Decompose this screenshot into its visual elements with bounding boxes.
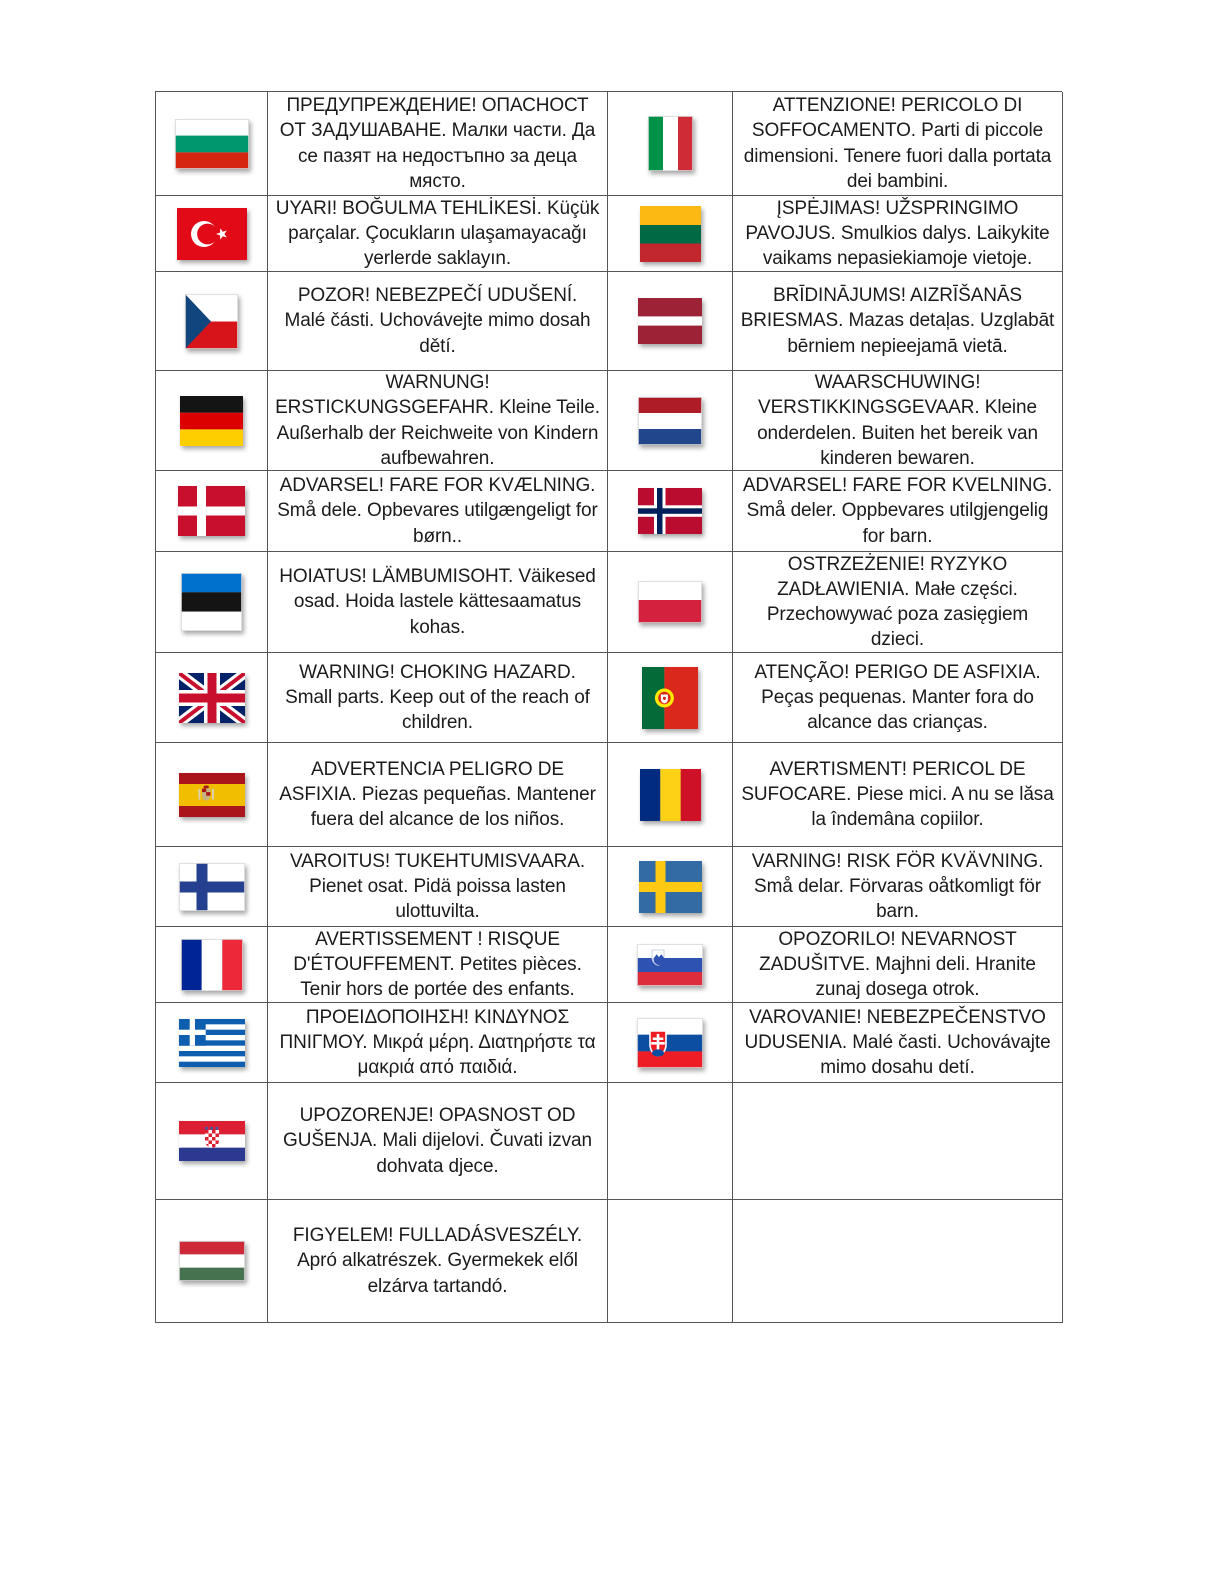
flag-cell-spanish [156, 743, 268, 847]
flag-cell-bulgarian [156, 92, 268, 196]
flag-cell-italian [608, 92, 733, 196]
flag-cell-hungarian [156, 1200, 268, 1323]
flag-cell-slovak [608, 1003, 733, 1083]
warning-text-lithuanian: ĮSPĖJIMAS! UŽSPRINGIMO PAVOJUS. Smulkios… [733, 196, 1063, 272]
flag-bulgaria-icon [174, 118, 249, 169]
warning-text-dutch: WAARSCHUWING! VERSTIKKINGSGEVAAR. Kleine… [733, 371, 1063, 471]
flag-cell-polish [608, 552, 733, 653]
flag-sweden-icon [638, 860, 702, 913]
warning-text-italian: ATTENZIONE! PERICOLO DI SOFFOCAMENTO. Pa… [733, 92, 1063, 196]
flag-cell-danish [156, 471, 268, 552]
flag-norway-icon [638, 488, 702, 534]
warning-text-latvian: BRĪDINĀJUMS! AIZRĪŠANĀS BRIESMAS. Mazas … [733, 272, 1063, 371]
warning-text-slovak: VAROVANIE! NEBEZPEČENSTVO UDUSENIA. Malé… [733, 1003, 1063, 1083]
warning-text-turkish: UYARI! BOĞULMA TEHLİKESİ. Küçük parçalar… [268, 196, 608, 272]
flag-latvia-icon [638, 298, 702, 344]
warning-text-norwegian: ADVARSEL! FARE FOR KVELNING. Små deler. … [733, 471, 1063, 552]
flag-czechia-icon [185, 293, 238, 349]
flag-denmark-icon [178, 486, 245, 536]
warning-text-spanish: ADVERTENCIA PELIGRO DE ASFIXIA. Piezas p… [268, 743, 608, 847]
flag-cell-czech [156, 272, 268, 371]
flag-cell-turkish [156, 196, 268, 272]
flag-cell-english [156, 653, 268, 743]
flag-poland-icon [638, 581, 702, 623]
flag-estonia-icon [181, 573, 242, 631]
flag-lithuania-icon [639, 205, 701, 262]
warning-text-romanian: AVERTISMENT! PERICOL DE SUFOCARE. Piese … [733, 743, 1063, 847]
flag-romania-icon [639, 768, 701, 821]
flag-cell-swedish [608, 847, 733, 927]
warning-text-slovenian: OPOZORILO! NEVARNOST ZADUŠITVE. Majhni d… [733, 927, 1063, 1003]
empty-cell [733, 1083, 1063, 1200]
warning-text-french: AVERTISSEMENT ! RISQUE D'ÉTOUFFEMENT. Pe… [268, 927, 608, 1003]
flag-slovenia-icon [637, 943, 703, 986]
flag-turkey-icon [176, 207, 247, 260]
warning-text-swedish: VARNING! RISK FÖR KVÄVNING. Små delar. F… [733, 847, 1063, 927]
warnings-table: ПРЕДУПРЕЖДЕНИЕ! ОПАСНОСТ ОТ ЗАДУШАВАНЕ. … [155, 91, 1063, 1323]
warning-text-german: WARNUNG! ERSTICKUNGSGEFAHR. Kleine Teile… [268, 371, 608, 471]
warning-text-finnish: VAROITUS! TUKEHTUMISVAARA. Pienet osat. … [268, 847, 608, 927]
warning-text-estonian: HOIATUS! LÄMBUMISOHT. Väikesed osad. Hoi… [268, 552, 608, 653]
warning-text-english: WARNING! CHOKING HAZARD. Small parts. Ke… [268, 653, 608, 743]
empty-cell [733, 1200, 1063, 1323]
flag-cell-lithuanian [608, 196, 733, 272]
flag-cell-german [156, 371, 268, 471]
flag-slovakia-icon [637, 1017, 703, 1068]
warning-text-bulgarian: ПРЕДУПРЕЖДЕНИЕ! ОПАСНОСТ ОТ ЗАДУШАВАНЕ. … [268, 92, 608, 196]
flag-cell-slovenian [608, 927, 733, 1003]
warning-text-greek: ΠΡΟΕΙΔΟΠΟΙΗΣΗ! ΚΙΝΔΥΝΟΣ ΠΝΙΓΜΟΥ. Μικρά μ… [268, 1003, 608, 1083]
flag-cell-portuguese [608, 653, 733, 743]
warning-text-portuguese: ATENÇÃO! PERIGO DE ASFIXIA. Peças pequen… [733, 653, 1063, 743]
flag-cell-french [156, 927, 268, 1003]
warning-text-polish: OSTRZEŻENIE! RYZYKO ZADŁAWIENIA. Małe cz… [733, 552, 1063, 653]
flag-spain-icon [178, 772, 245, 817]
flag-portugal-icon [642, 666, 698, 729]
flag-hungary-icon [178, 1241, 245, 1281]
warning-text-croatian: UPOZORENJE! OPASNOST OD GUŠENJA. Mali di… [268, 1083, 608, 1200]
flag-cell-latvian [608, 272, 733, 371]
flag-cell-norwegian [608, 471, 733, 552]
flag-cell-dutch [608, 371, 733, 471]
warning-text-czech: POZOR! NEBEZPEČÍ UDUŠENÍ. Malé části. Uc… [268, 272, 608, 371]
flag-cell-croatian [156, 1083, 268, 1200]
flag-germany-icon [180, 395, 243, 446]
warning-text-hungarian: FIGYELEM! FULLADÁSVESZÉLY. Apró alkatrés… [268, 1200, 608, 1323]
flag-cell-romanian [608, 743, 733, 847]
flag-cell-estonian [156, 552, 268, 653]
flag-france-icon [180, 938, 243, 991]
flag-croatia-icon [178, 1121, 245, 1161]
empty-cell [608, 1083, 733, 1200]
flag-uk-icon [178, 672, 245, 723]
flag-netherlands-icon [638, 396, 702, 445]
flag-italy-icon [647, 116, 693, 171]
empty-cell [608, 1200, 733, 1323]
warning-text-danish: ADVARSEL! FARE FOR KVÆLNING. Små dele. O… [268, 471, 608, 552]
flag-greece-icon [178, 1018, 245, 1067]
flag-cell-finnish [156, 847, 268, 927]
flag-finland-icon [178, 862, 245, 911]
flag-cell-greek [156, 1003, 268, 1083]
